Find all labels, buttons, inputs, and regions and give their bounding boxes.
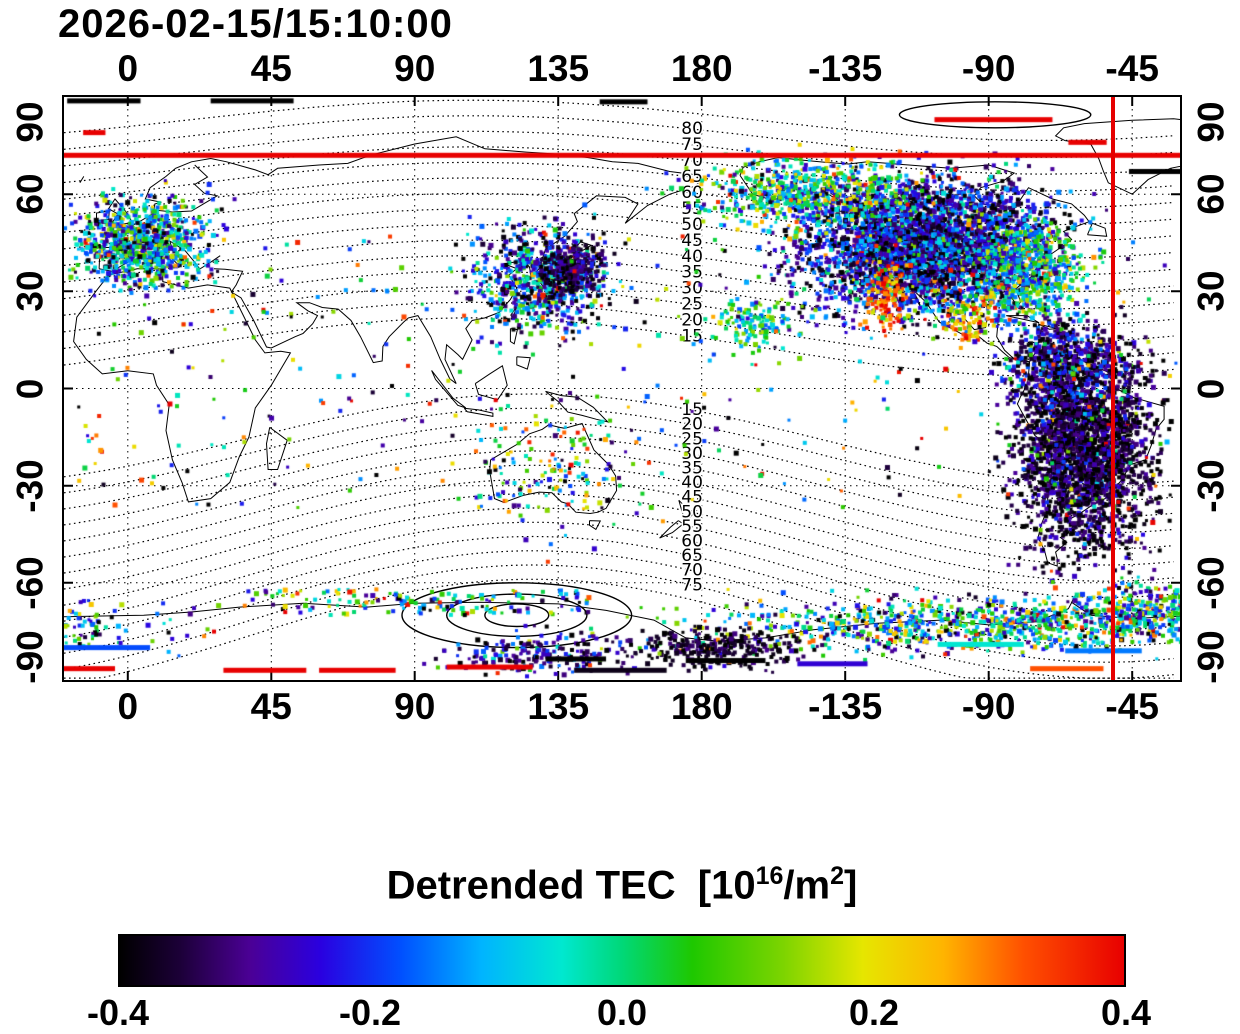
lat-tick-label-left: 0 — [9, 378, 51, 399]
lon-tick-label-bottom: 135 — [527, 686, 590, 727]
tec-scatter-layer — [64, 97, 1180, 680]
lon-tick-label-top: 0 — [117, 48, 139, 89]
colorbar-tick-label: 0.0 — [596, 992, 648, 1033]
lat-tick-label-right: 60 — [1190, 173, 1232, 215]
lon-tick-label-top: -135 — [808, 48, 883, 89]
lon-tick-label-bottom: -45 — [1105, 686, 1159, 727]
lon-tick-label-bottom: 180 — [670, 686, 733, 727]
lat-tick-label-left: -30 — [9, 458, 51, 513]
colorbar-title: Detrended TEC [1016/m2] — [387, 862, 858, 908]
colorbar-tick-label: -0.4 — [86, 992, 150, 1033]
lat-tick-label-right: 90 — [1190, 101, 1232, 143]
lon-tick-label-top: 45 — [250, 48, 292, 89]
lat-tick-label-right: -30 — [1190, 458, 1232, 513]
colorbar-tick-label: -0.2 — [338, 992, 402, 1033]
lat-tick-label-left: -60 — [9, 556, 51, 610]
lat-tick-label-right: -90 — [1190, 630, 1232, 684]
timestamp-title: 2026-02-15/15:10:00 — [58, 2, 453, 46]
colorbar-title-text: Detrended TEC [10 — [386, 863, 756, 908]
lon-tick-label-top: -90 — [961, 48, 1016, 89]
lat-tick-label-right: -60 — [1190, 556, 1232, 610]
lon-tick-label-bottom: -135 — [808, 686, 883, 727]
lat-tick-label-right: 30 — [1190, 270, 1232, 312]
lat-tick-label-left: 60 — [9, 173, 51, 215]
lon-tick-label-bottom: -90 — [961, 686, 1016, 727]
colorbar-tick-label: 0.4 — [1100, 992, 1152, 1033]
lat-tick-label-left: 30 — [9, 270, 51, 312]
lon-tick-label-top: 180 — [670, 48, 733, 89]
colorbar-title-bracket: ] — [844, 863, 858, 908]
colorbar-tick-label: 0.2 — [848, 992, 900, 1033]
colorbar-title-exponent: 16 — [755, 862, 784, 890]
lon-tick-label-top: 135 — [527, 48, 590, 89]
colorbar-title-exponent2: 2 — [830, 862, 845, 890]
lat-tick-label-left: -90 — [9, 630, 51, 684]
lon-tick-label-top: -45 — [1105, 48, 1159, 89]
map-plot-area: 1520253035404550556065707580152025303540… — [62, 95, 1182, 682]
lon-tick-label-bottom: 90 — [394, 686, 436, 727]
colorbar-gradient — [118, 934, 1126, 987]
colorbar-title-units: /m — [783, 863, 831, 908]
lon-tick-label-bottom: 45 — [250, 686, 292, 727]
lon-tick-label-bottom: 0 — [117, 686, 139, 727]
meridian-marker-line — [1111, 97, 1115, 680]
lat-tick-label-right: 0 — [1190, 378, 1232, 399]
lon-tick-label-top: 90 — [394, 48, 436, 89]
lat-tick-label-left: 90 — [9, 101, 51, 143]
